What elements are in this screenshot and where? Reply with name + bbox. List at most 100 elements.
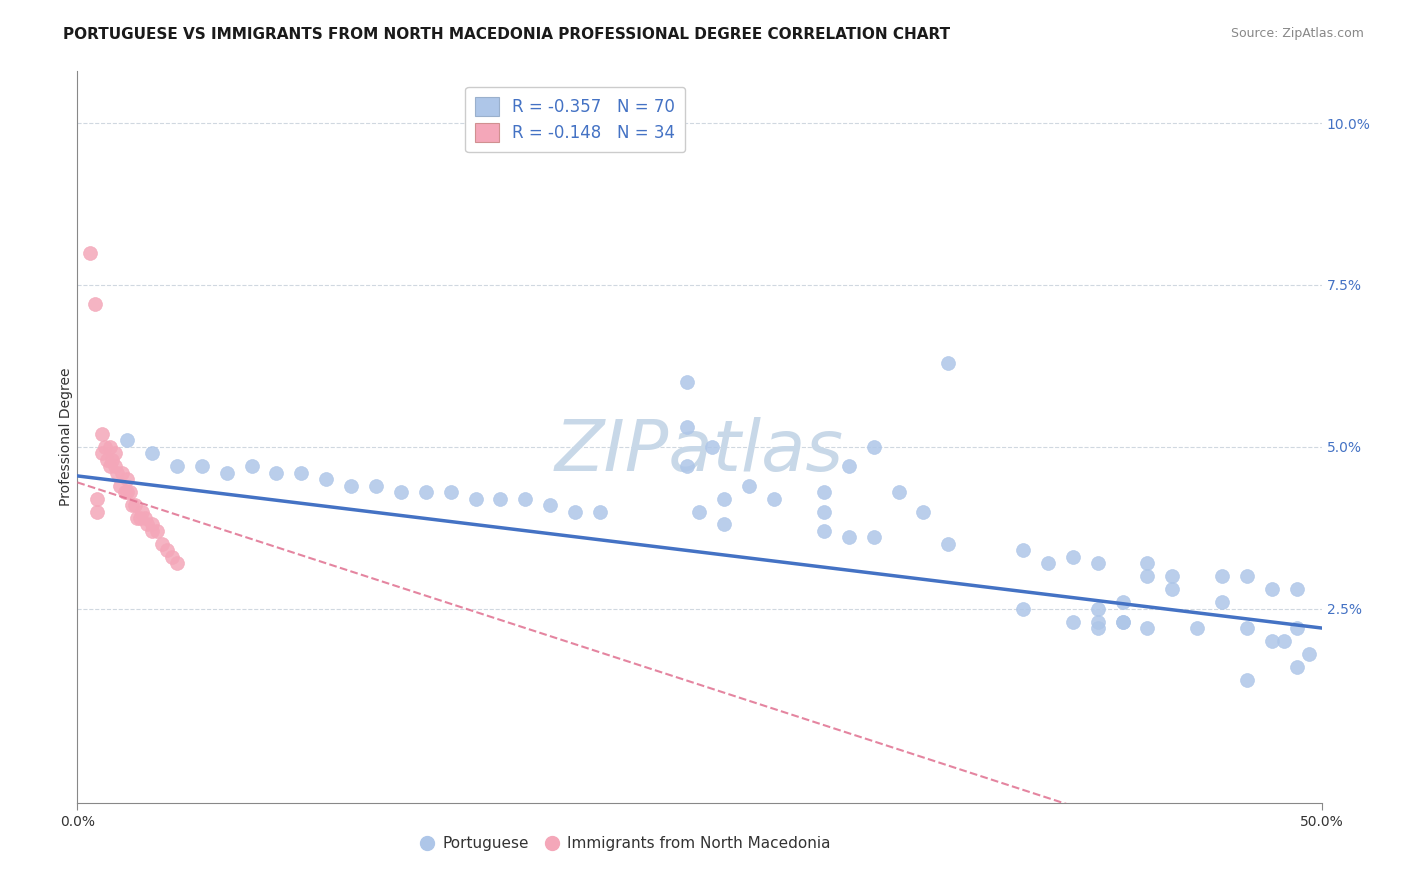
Point [439,485,461,500]
Y-axis label: Professional Degree: Professional Degree [59,368,73,507]
Point [1285,621,1308,635]
Point [738,478,761,492]
Point [115,485,138,500]
Point [121,498,143,512]
Point [538,498,561,512]
Point [1261,634,1284,648]
Text: Source: ZipAtlas.com: Source: ZipAtlas.com [1230,27,1364,40]
Point [1111,615,1133,629]
Point [134,511,156,525]
Point [150,537,173,551]
Point [1087,621,1109,635]
Point [1285,582,1308,597]
Point [763,491,786,506]
Point [104,459,127,474]
Point [1185,621,1208,635]
Point [93,440,115,454]
Point [713,491,735,506]
Point [166,557,188,571]
Point [1161,582,1184,597]
Point [813,524,835,538]
Point [1012,543,1035,558]
Point [215,466,238,480]
Point [813,504,835,518]
Point [1062,615,1084,629]
Point [464,491,486,506]
Point [91,426,114,441]
Point [389,485,412,500]
Point [83,297,105,311]
Point [887,485,910,500]
Point [1136,557,1159,571]
Point [1036,557,1059,571]
Point [838,530,860,544]
Point [240,459,263,474]
Point [340,478,363,492]
Point [104,446,127,460]
Point [1062,549,1084,564]
Point [912,504,935,518]
Point [689,504,711,518]
Point [105,466,128,480]
Point [1111,615,1133,629]
Point [676,420,699,434]
Point [415,485,437,500]
Point [114,485,136,500]
Point [1272,634,1295,648]
Point [1236,569,1258,583]
Point [1111,595,1133,609]
Point [290,466,312,480]
Point [98,440,121,454]
Point [315,472,337,486]
Point [1136,569,1159,583]
Point [1087,557,1109,571]
Point [131,504,153,518]
Point [1136,621,1159,635]
Point [146,524,169,538]
Point [1261,582,1284,597]
Point [115,472,138,486]
Point [108,478,131,492]
Point [96,452,118,467]
Point [101,452,124,467]
Point [156,543,179,558]
Point [936,356,959,370]
Point [141,446,163,460]
Point [676,459,699,474]
Point [125,511,148,525]
Point [813,485,835,500]
Legend: Portuguese, Immigrants from North Macedonia: Portuguese, Immigrants from North Macedo… [413,830,837,857]
Point [98,459,121,474]
Point [86,504,108,518]
Point [364,478,387,492]
Point [1161,569,1184,583]
Point [128,511,150,525]
Point [1087,615,1109,629]
Point [118,485,141,500]
Point [115,434,138,448]
Point [266,466,288,480]
Point [1211,569,1233,583]
Point [160,549,183,564]
Point [136,517,159,532]
Point [141,524,163,538]
Point [86,491,108,506]
Point [91,446,114,460]
Point [589,504,612,518]
Point [111,466,134,480]
Point [1236,673,1258,687]
Point [124,498,146,512]
Point [489,491,512,506]
Text: ZIPatlas: ZIPatlas [555,417,844,486]
Point [564,504,586,518]
Point [141,517,163,532]
Point [1211,595,1233,609]
Point [676,375,699,389]
Point [1012,601,1035,615]
Point [515,491,537,506]
Point [862,440,884,454]
Point [862,530,884,544]
Text: PORTUGUESE VS IMMIGRANTS FROM NORTH MACEDONIA PROFESSIONAL DEGREE CORRELATION CH: PORTUGUESE VS IMMIGRANTS FROM NORTH MACE… [63,27,950,42]
Point [1087,601,1109,615]
Point [713,517,735,532]
